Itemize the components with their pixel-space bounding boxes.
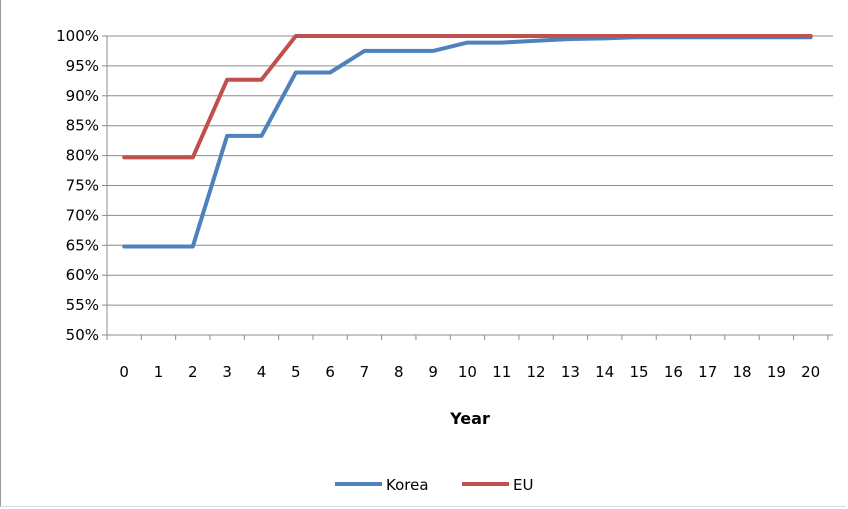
x-tick-label: 15 [630,363,649,381]
y-tick-label: 50% [66,326,99,344]
legend-label-korea: Korea [386,476,429,494]
x-tick-label: 18 [732,363,751,381]
x-tick-label: 19 [767,363,786,381]
y-tick-label: 95% [66,57,99,75]
x-tick-label: 17 [698,363,717,381]
x-tick-label: 2 [188,363,198,381]
y-tick-label: 100% [56,27,99,45]
x-tick-label: 11 [492,363,511,381]
x-tick-label: 6 [325,363,335,381]
x-axis-tick-labels: 0 1 2 3 4 5 6 7 8 9 10 11 12 13 14 15 16 17 18 19 20 [119,363,820,381]
x-tick-label: 8 [394,363,404,381]
legend-label-eu: EU [513,476,533,494]
x-axis-title: Year [449,409,490,428]
x-tick-label: 14 [595,363,614,381]
y-axis-tick-labels: 50% 55% 60% 65% 70% 75% 80% 85% 90% 95% 100% [56,27,99,344]
x-tick-label: 10 [458,363,477,381]
x-tick-label: 1 [154,363,164,381]
x-tick-label: 16 [664,363,683,381]
x-tick-label: 5 [291,363,301,381]
y-tick-label: 65% [66,236,99,254]
x-tick-label: 0 [119,363,129,381]
x-tick-label: 12 [527,363,546,381]
series-line-eu [122,34,813,160]
legend: Korea EU [335,476,533,494]
axes [102,35,833,340]
x-tick-label: 13 [561,363,580,381]
x-tick-label: 20 [801,363,820,381]
y-tick-label: 80% [66,147,99,165]
x-tick-label: 4 [257,363,267,381]
y-tick-label: 90% [66,87,99,105]
x-tick-label: 3 [222,363,232,381]
y-tick-label: 75% [66,177,99,195]
x-tick-label: 7 [360,363,370,381]
y-tick-label: 60% [66,266,99,284]
series-lines [122,34,813,249]
y-tick-label: 70% [66,206,99,224]
y-tick-label: 55% [66,296,99,314]
y-tick-label: 85% [66,117,99,135]
x-tick-label: 9 [428,363,438,381]
